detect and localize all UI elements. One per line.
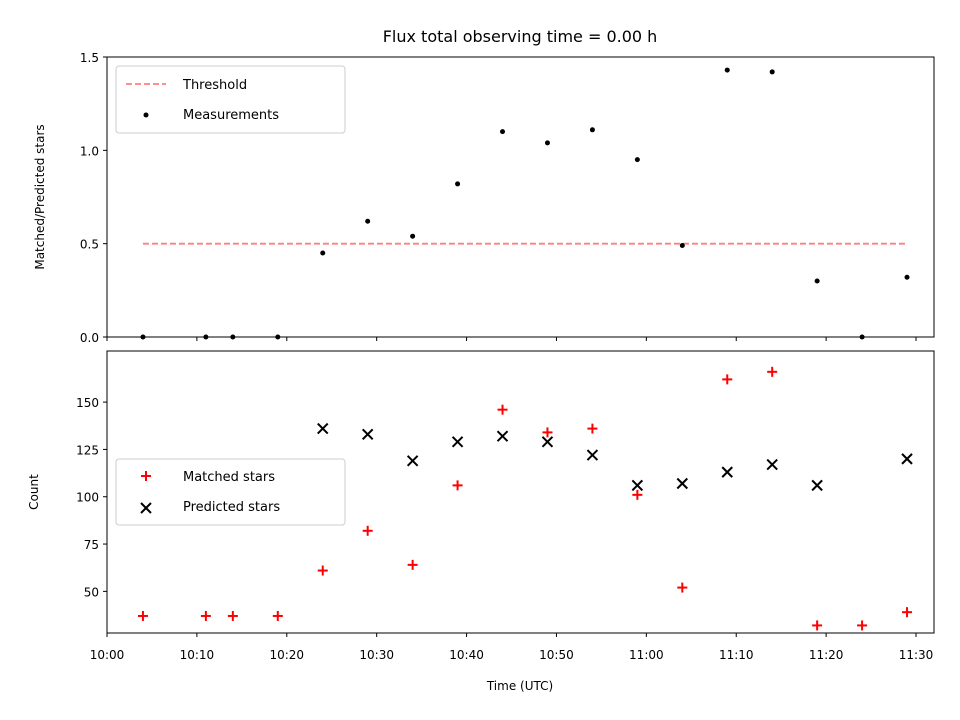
predicted-star-point <box>901 453 913 465</box>
predicted-legend-swatch <box>140 502 152 514</box>
top-y-tick-label: 0.0 <box>80 331 99 345</box>
bottom-plot-area <box>103 366 917 637</box>
predicted-star-point <box>541 436 554 448</box>
bottom-legend: Matched stars Predicted stars <box>115 458 346 526</box>
matched-star-point <box>632 489 643 500</box>
x-tick-label: 10:50 <box>539 648 574 662</box>
measurement-point <box>724 67 730 73</box>
predicted-legend-label: Predicted stars <box>183 500 280 515</box>
top-y-tick-label: 1.5 <box>80 51 99 65</box>
measurement-point <box>679 243 685 249</box>
measurement-point <box>410 233 416 239</box>
matched-star-point <box>407 559 418 570</box>
matched-star-point <box>902 607 913 618</box>
x-axis-label: Time (UTC) <box>486 679 553 693</box>
x-tick-label: 10:40 <box>449 648 484 662</box>
matched-star-point <box>587 423 598 434</box>
predicted-star-point <box>676 477 689 490</box>
bottom-y-axis-label: Count <box>27 474 41 510</box>
measurement-point <box>500 129 506 135</box>
matched-star-point <box>137 610 148 621</box>
measurement-point <box>455 181 461 187</box>
matched-star-point <box>857 620 868 631</box>
matched-star-point <box>227 610 238 621</box>
matched-star-point <box>200 610 211 621</box>
matched-star-point <box>722 374 733 385</box>
predicted-star-point <box>586 449 599 461</box>
top-y-tick-label: 0.5 <box>80 238 99 252</box>
predicted-star-point <box>496 430 509 442</box>
top-y-axis-label: Matched/Predicted stars <box>33 124 47 269</box>
chart-title: Flux total observing time = 0.00 h <box>383 27 658 46</box>
bottom-y-tick-label: 100 <box>76 491 99 505</box>
matched-star-point <box>452 480 463 491</box>
predicted-star-point <box>406 455 419 467</box>
matched-legend-label: Matched stars <box>183 470 275 485</box>
predicted-star-point <box>451 436 464 448</box>
bottom-y-tick-label: 75 <box>84 538 99 552</box>
bottom-legend-box <box>115 458 346 526</box>
x-tick-label: 11:00 <box>629 648 664 662</box>
predicted-star-point <box>721 466 733 478</box>
measurement-point <box>769 69 775 75</box>
predicted-star-point <box>766 458 778 471</box>
top-axes-frame <box>106 56 935 338</box>
predicted-star-point <box>361 428 374 440</box>
matched-star-point <box>497 404 508 415</box>
x-tick-label: 11:20 <box>809 648 844 662</box>
x-tick-label: 11:30 <box>899 648 934 662</box>
measurement-point <box>320 250 326 256</box>
measurement-point <box>365 218 371 224</box>
x-tick-label: 10:20 <box>269 648 304 662</box>
matched-star-point <box>542 427 553 438</box>
measurement-point <box>814 278 820 284</box>
matched-star-point <box>317 565 328 576</box>
top-legend: Threshold Measurements <box>115 65 346 134</box>
measurement-point <box>544 140 550 146</box>
matched-star-point <box>812 620 823 631</box>
bottom-y-tick-label: 150 <box>76 396 99 410</box>
predicted-star-point <box>811 479 823 492</box>
x-tick-label: 11:10 <box>719 648 754 662</box>
measurement-point <box>589 127 595 133</box>
x-tick-label: 10:00 <box>90 648 125 662</box>
predicted-star-point <box>631 479 644 492</box>
bottom-y-tick-label: 50 <box>84 585 99 599</box>
matched-star-point <box>272 610 283 621</box>
x-tick-label: 10:10 <box>180 648 215 662</box>
matched-legend-swatch <box>141 471 151 481</box>
matched-star-point <box>677 582 688 593</box>
top-y-tick-label: 1.0 <box>80 144 99 158</box>
matched-star-point <box>362 525 373 536</box>
bottom-y-tick-label: 125 <box>76 443 99 457</box>
matched-star-point <box>767 366 778 377</box>
threshold-legend-label: Threshold <box>182 78 247 93</box>
bottom-axes-frame <box>106 350 935 634</box>
x-tick-label: 10:30 <box>359 648 394 662</box>
measurement-point <box>634 157 640 163</box>
predicted-star-point <box>317 422 329 435</box>
measurements-legend-swatch <box>143 112 149 118</box>
measurements-legend-label: Measurements <box>183 108 279 123</box>
measurement-point <box>904 274 910 280</box>
top-legend-box <box>115 65 346 134</box>
